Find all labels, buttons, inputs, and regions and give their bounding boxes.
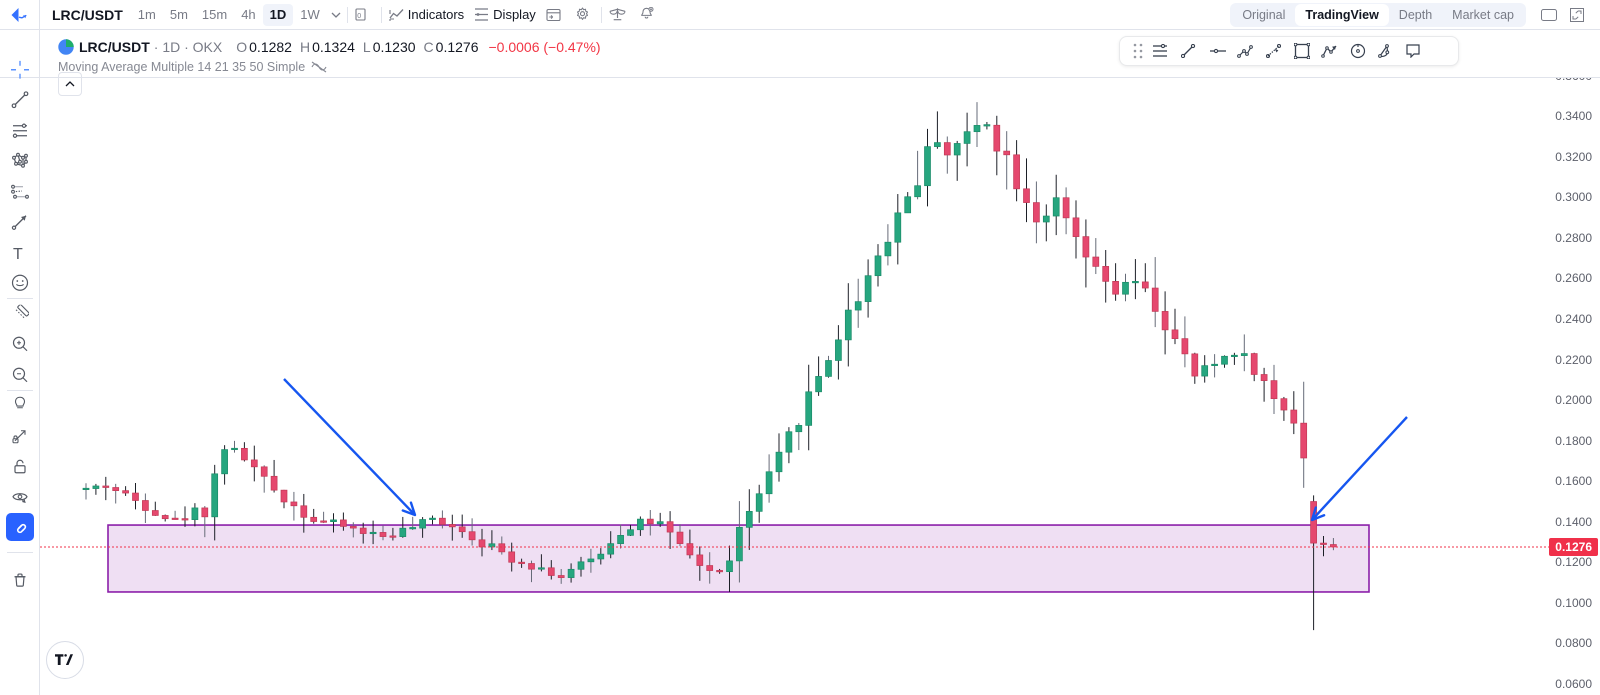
svg-text:0: 0 — [357, 13, 361, 20]
svg-text:T: T — [13, 246, 23, 262]
